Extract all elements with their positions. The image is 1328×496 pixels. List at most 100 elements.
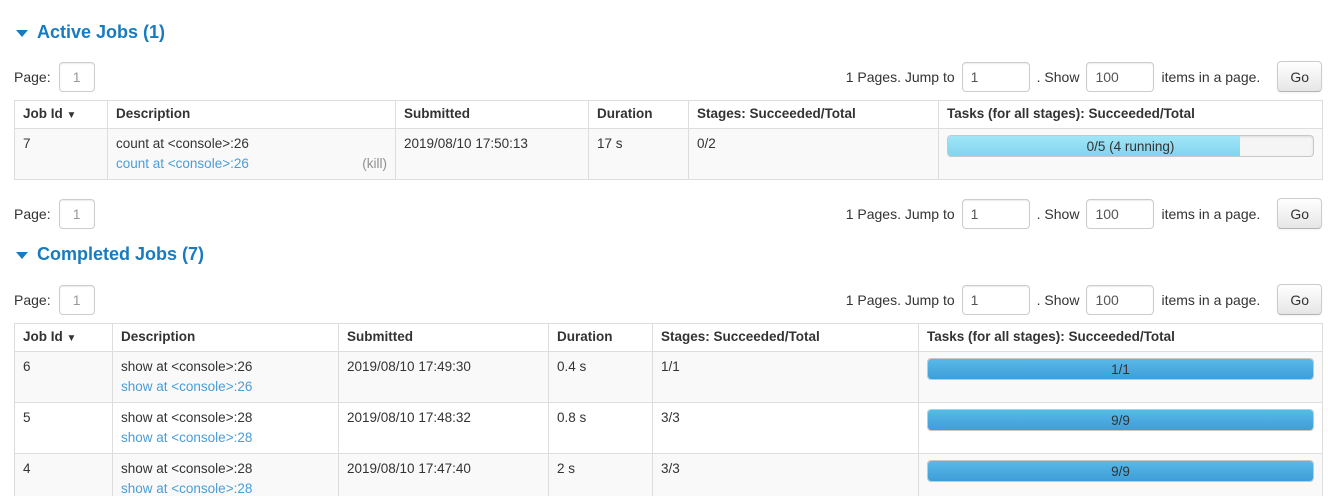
page-number-input[interactable] xyxy=(58,284,95,315)
completed-jobs-pagination-top: Page: 1 Pages. Jump to . Show items in a… xyxy=(14,284,1322,315)
col-header-tasks[interactable]: Tasks (for all stages): Succeeded/Total xyxy=(918,323,1323,352)
progress-label: 0/5 (4 running) xyxy=(1086,139,1175,154)
progress-running-fill xyxy=(948,136,1240,156)
go-button[interactable]: Go xyxy=(1277,61,1322,92)
job-id-cell: 7 xyxy=(14,128,108,180)
job-id-cell: 5 xyxy=(14,402,113,454)
progress-label: 9/9 xyxy=(1111,464,1130,479)
stages-cell: 0/2 xyxy=(688,128,939,180)
job-description-text: show at <console>:26 xyxy=(121,359,253,374)
job-detail-link[interactable]: count at <console>:26 xyxy=(116,156,249,171)
job-id-cell: 6 xyxy=(14,351,113,403)
job-id-cell: 4 xyxy=(14,453,113,496)
col-header-duration[interactable]: Duration xyxy=(588,100,689,129)
active-jobs-table: Job Id ▼ Description Submitted Duration … xyxy=(14,100,1323,180)
tasks-progress-bar: 1/1 xyxy=(927,358,1314,380)
items-per-page-input[interactable] xyxy=(1086,284,1155,315)
progress-completed-fill xyxy=(928,359,1313,379)
active-jobs-pagination-bottom: Page: 1 Pages. Jump to . Show items in a… xyxy=(14,198,1322,229)
page-number-input[interactable] xyxy=(58,198,95,229)
page-label: Page: xyxy=(14,291,51,308)
page-number-input[interactable] xyxy=(58,61,95,92)
col-header-tasks[interactable]: Tasks (for all stages): Succeeded/Total xyxy=(938,100,1323,129)
tasks-cell: 9/9 xyxy=(918,453,1323,496)
sort-descending-icon: ▼ xyxy=(66,333,77,344)
completed-jobs-header-row: Job Id ▼ Description Submitted Duration … xyxy=(14,323,1323,352)
stages-cell: 3/3 xyxy=(652,402,919,454)
tasks-progress-bar: 9/9 xyxy=(927,460,1314,482)
col-header-stages[interactable]: Stages: Succeeded/Total xyxy=(652,323,919,352)
show-label: . Show xyxy=(1036,205,1080,222)
jump-to-page-input[interactable] xyxy=(961,284,1030,315)
completed-jobs-table: Job Id ▼ Description Submitted Duration … xyxy=(14,323,1323,496)
progress-completed-fill xyxy=(928,461,1313,481)
tasks-progress-bar: 9/9 xyxy=(927,409,1314,431)
go-button[interactable]: Go xyxy=(1277,198,1322,229)
tasks-progress-bar: 0/5 (4 running) xyxy=(947,135,1314,157)
active-job-row: 7 count at <console>:26 count at <consol… xyxy=(14,128,1323,180)
items-in-page-label: items in a page. xyxy=(1161,205,1261,222)
show-label: . Show xyxy=(1036,68,1080,85)
page-label: Page: xyxy=(14,205,51,222)
submitted-cell: 2019/08/10 17:50:13 xyxy=(395,128,589,180)
tasks-cell: 0/5 (4 running) xyxy=(938,128,1323,180)
description-cell: show at <console>:26 show at <console>:2… xyxy=(112,351,339,403)
submitted-cell: 2019/08/10 17:48:32 xyxy=(338,402,549,454)
kill-job-link[interactable]: (kill) xyxy=(362,156,387,171)
pages-jump-label: 1 Pages. Jump to xyxy=(845,68,955,85)
pages-jump-label: 1 Pages. Jump to xyxy=(845,205,955,222)
items-per-page-input[interactable] xyxy=(1086,198,1155,229)
submitted-cell: 2019/08/10 17:47:40 xyxy=(338,453,549,496)
col-header-job-id[interactable]: Job Id ▼ xyxy=(14,100,108,129)
active-jobs-header-row: Job Id ▼ Description Submitted Duration … xyxy=(14,100,1323,129)
duration-cell: 17 s xyxy=(588,128,689,180)
job-description-text: show at <console>:28 xyxy=(121,410,253,425)
completed-job-row: 4 show at <console>:28 show at <console>… xyxy=(14,453,1323,496)
duration-cell: 0.8 s xyxy=(548,402,653,454)
tasks-cell: 9/9 xyxy=(918,402,1323,454)
completed-job-row: 6 show at <console>:26 show at <console>… xyxy=(14,351,1323,403)
active-jobs-pagination-top: Page: 1 Pages. Jump to . Show items in a… xyxy=(14,61,1322,92)
job-description-text: count at <console>:26 xyxy=(116,136,249,151)
page-label: Page: xyxy=(14,68,51,85)
submitted-cell: 2019/08/10 17:49:30 xyxy=(338,351,549,403)
col-header-submitted[interactable]: Submitted xyxy=(338,323,549,352)
col-header-description[interactable]: Description xyxy=(112,323,339,352)
job-detail-link[interactable]: show at <console>:26 xyxy=(121,379,253,394)
items-per-page-input[interactable] xyxy=(1086,61,1155,92)
col-header-job-id[interactable]: Job Id ▼ xyxy=(14,323,113,352)
jump-to-page-input[interactable] xyxy=(961,198,1030,229)
job-detail-link[interactable]: show at <console>:28 xyxy=(121,481,253,496)
collapse-arrow-icon[interactable] xyxy=(16,30,28,37)
completed-jobs-section-header[interactable]: Completed Jobs (7) xyxy=(14,244,1322,264)
progress-label: 9/9 xyxy=(1111,413,1130,428)
stages-cell: 3/3 xyxy=(652,453,919,496)
description-cell: show at <console>:28 show at <console>:2… xyxy=(112,402,339,454)
sort-descending-icon: ▼ xyxy=(66,110,77,121)
active-jobs-title: Active Jobs (1) xyxy=(37,22,166,42)
go-button[interactable]: Go xyxy=(1277,284,1322,315)
active-jobs-section-header[interactable]: Active Jobs (1) xyxy=(14,22,1322,42)
completed-job-row: 5 show at <console>:28 show at <console>… xyxy=(14,402,1323,454)
col-header-description[interactable]: Description xyxy=(107,100,396,129)
col-header-stages[interactable]: Stages: Succeeded/Total xyxy=(688,100,939,129)
description-cell: show at <console>:28 show at <console>:2… xyxy=(112,453,339,496)
tasks-cell: 1/1 xyxy=(918,351,1323,403)
duration-cell: 2 s xyxy=(548,453,653,496)
duration-cell: 0.4 s xyxy=(548,351,653,403)
items-in-page-label: items in a page. xyxy=(1161,68,1261,85)
job-detail-link[interactable]: show at <console>:28 xyxy=(121,430,253,445)
col-header-duration[interactable]: Duration xyxy=(548,323,653,352)
jump-to-page-input[interactable] xyxy=(961,61,1030,92)
pages-jump-label: 1 Pages. Jump to xyxy=(845,291,955,308)
progress-label: 1/1 xyxy=(1111,362,1130,377)
col-header-submitted[interactable]: Submitted xyxy=(395,100,589,129)
stages-cell: 1/1 xyxy=(652,351,919,403)
collapse-arrow-icon[interactable] xyxy=(16,252,28,259)
job-description-text: show at <console>:28 xyxy=(121,461,253,476)
progress-completed-fill xyxy=(928,410,1313,430)
completed-jobs-title: Completed Jobs (7) xyxy=(37,244,205,264)
description-cell: count at <console>:26 count at <console>… xyxy=(107,128,396,180)
items-in-page-label: items in a page. xyxy=(1161,291,1261,308)
